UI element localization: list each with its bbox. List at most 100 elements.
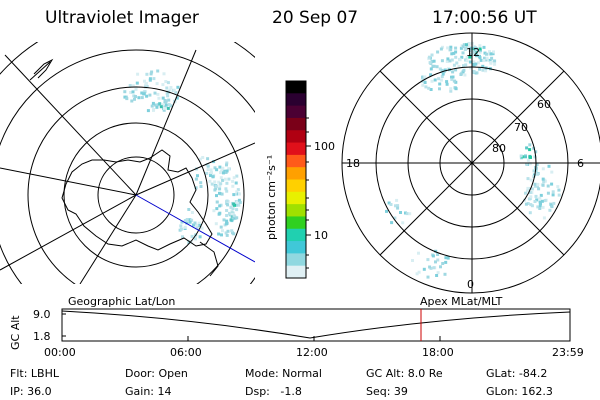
aurora-pixel (547, 164, 551, 168)
aurora-pixel (174, 91, 178, 94)
aurora-pixel (219, 176, 223, 180)
aurora-pixel (454, 87, 458, 91)
aurora-pixel (478, 47, 482, 51)
aurora-pixel (229, 218, 233, 222)
aurora-pixel (525, 162, 528, 166)
aurora-pixel (156, 69, 160, 73)
aurora-pixel (390, 221, 394, 225)
aurora-pixel (445, 80, 449, 84)
aurora-pixel (399, 211, 402, 214)
aurora-pixel (463, 73, 467, 77)
aurora-pixel (443, 272, 447, 276)
aurora-pixel (145, 94, 149, 98)
status-door: Door: Open (125, 367, 188, 380)
aurora-pixel (232, 214, 236, 218)
aurora-pixel (472, 63, 475, 66)
aurora-pixel (193, 237, 197, 241)
aurora-pixel (172, 88, 176, 92)
aurora-pixel (225, 169, 229, 173)
aurora-pixel (231, 207, 235, 211)
aurora-pixel (226, 203, 230, 207)
colorbar-band (286, 154, 306, 168)
aurora-pixel (123, 95, 127, 99)
aurora-pixel (481, 64, 485, 68)
aurora-pixel (220, 169, 224, 173)
instrument-title: Ultraviolet Imager (45, 8, 199, 28)
aurora-pixel (450, 52, 454, 56)
aurora-pixel (152, 77, 156, 81)
aurora-pixel (210, 182, 214, 186)
status-dsp: Dsp: -1.8 (245, 385, 302, 398)
aurora-pixel (225, 163, 228, 167)
aurora-pixel (541, 183, 545, 187)
time-label: 17:00:56 UT (432, 8, 537, 28)
aurora-pixel (209, 174, 212, 177)
aurora-pixel (449, 87, 453, 91)
aurora-pixel (236, 188, 240, 192)
colorbar-band (286, 130, 306, 144)
aurora-pixel (465, 43, 468, 47)
colorbar-band (286, 265, 306, 279)
aurora-pixel (540, 199, 544, 203)
aurora-pixel (479, 58, 483, 62)
geo-meridian (0, 194, 137, 271)
aurora-pixel (404, 211, 407, 215)
aurora-pixel (133, 97, 136, 101)
aurora-pixel (446, 57, 450, 61)
aurora-pixel (541, 177, 545, 181)
aurora-pixel (423, 79, 427, 83)
aurora-pixel (393, 216, 397, 220)
aurora-pixel (444, 256, 448, 260)
aurora-pixel (439, 265, 442, 269)
aurora-pixel (459, 46, 463, 50)
aurora-pixel (536, 172, 540, 176)
mlt-label-18: 18 (346, 157, 360, 170)
timeline-xtick: 12:00 (296, 346, 328, 359)
aurora-pixel (215, 168, 219, 172)
aurora-pixel (234, 181, 238, 185)
aurora-pixel (530, 187, 534, 191)
aurora-pixel (208, 179, 212, 183)
aurora-pixel (429, 67, 433, 71)
aurora-pixel (230, 216, 234, 220)
aurora-pixel (532, 173, 536, 177)
aurora-pixel (454, 46, 458, 50)
aurora-pixel (161, 96, 165, 100)
aurora-pixel (235, 190, 239, 194)
aurora-pixel (228, 211, 231, 215)
aurora-pixel (439, 78, 443, 82)
aurora-pixel (213, 188, 217, 192)
aurora-pixel (436, 258, 440, 262)
aurora-pixel (232, 193, 236, 197)
aurora-pixel (542, 216, 546, 220)
aurora-pixel (231, 179, 235, 183)
aurora-pixel (134, 87, 138, 91)
aurora-pixel (185, 218, 189, 221)
aurora-pixel (411, 259, 414, 262)
aurora-pixel (551, 190, 555, 194)
aurora-pixel (210, 171, 213, 175)
aurora-pixel (129, 91, 133, 94)
aurora-pixel (434, 249, 438, 253)
aurora-pixel (441, 262, 445, 265)
aurora-pixel (469, 66, 473, 70)
aurora-pixel (533, 155, 537, 159)
geo-meridian (135, 142, 255, 196)
aurora-pixel (444, 260, 448, 264)
aurora-pixel (143, 79, 146, 83)
aurora-pixel (534, 150, 538, 154)
aurora-pixel (539, 193, 543, 197)
aurora-pixel (557, 193, 561, 197)
status-glat: GLat: -84.2 (486, 367, 548, 380)
aurora-pixel (451, 70, 455, 74)
aurora-pixel (535, 198, 539, 202)
colorbar-band (286, 105, 306, 119)
aurora-pixel (225, 222, 228, 226)
aurora-pixel (183, 225, 187, 229)
aurora-pixel (385, 209, 388, 213)
aurora-pixel (433, 78, 437, 82)
geo-aurora-emission (123, 69, 242, 245)
aurora-pixel (222, 171, 225, 175)
aurora-pixel (169, 86, 173, 89)
